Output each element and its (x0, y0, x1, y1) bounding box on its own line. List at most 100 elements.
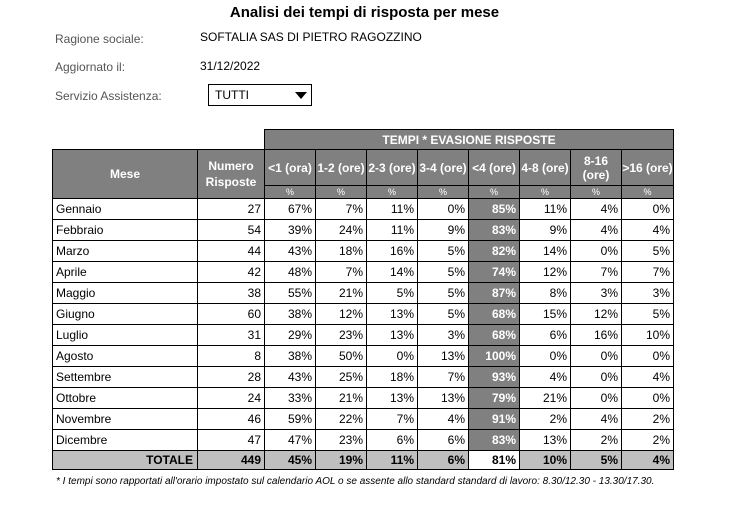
month-cell: Giugno (52, 303, 198, 325)
value-cell: 7% (570, 261, 622, 283)
value-cell: 11% (519, 198, 571, 220)
value-cell: 14% (366, 261, 418, 283)
table-row: Agosto 8 38% 50% 0% 13% 100% 0% 0% 0% (52, 345, 674, 367)
value-cell: 4% (519, 366, 571, 388)
month-cell: Settembre (52, 366, 198, 388)
value-cell: 8% (519, 282, 571, 304)
value-cell: 0% (621, 345, 674, 367)
value-cell: 12% (570, 303, 622, 325)
value-cell: 5% (621, 303, 674, 325)
value-cell: 3% (417, 324, 469, 346)
value-cell: 0% (621, 198, 674, 220)
value-cell: 2% (519, 408, 571, 430)
total-value: 6% (417, 450, 469, 470)
table-row: Maggio 38 55% 21% 5% 5% 87% 8% 3% 3% (52, 282, 674, 304)
value-cell: 4% (417, 408, 469, 430)
total-value: 81% (468, 450, 520, 470)
pct-symbol: % (468, 185, 520, 199)
value-cell: 91% (468, 408, 520, 430)
pct-symbol: % (366, 185, 418, 199)
value-cell: 13% (366, 387, 418, 409)
value-cell: 43% (264, 366, 316, 388)
count-cell: 54 (197, 219, 265, 241)
count-cell: 47 (197, 429, 265, 451)
table-row: Giugno 60 38% 12% 13% 5% 68% 15% 12% 5% (52, 303, 674, 325)
value-cell: 93% (468, 366, 520, 388)
table-row: Febbraio 54 39% 24% 11% 9% 83% 9% 4% 4% (52, 219, 674, 241)
total-value: 10% (519, 450, 571, 470)
value-cell: 0% (570, 240, 622, 262)
total-label: TOTALE (52, 450, 198, 470)
value-cell: 13% (417, 345, 469, 367)
value-cell: 74% (468, 261, 520, 283)
value-cell: 13% (417, 387, 469, 409)
value-cell: 0% (417, 198, 469, 220)
col-header: <4 (ore) (468, 149, 520, 186)
count-cell: 8 (197, 345, 265, 367)
value-cell: 6% (366, 429, 418, 451)
value-cell: 21% (315, 387, 367, 409)
value-cell: 5% (417, 240, 469, 262)
chevron-down-icon[interactable] (291, 85, 311, 105)
value-cell: 67% (264, 198, 316, 220)
value-cell: 9% (519, 219, 571, 241)
value-cell: 2% (621, 408, 674, 430)
value-cell: 13% (519, 429, 571, 451)
col-header-numero: Numero Risposte (197, 149, 265, 199)
count-cell: 42 (197, 261, 265, 283)
month-cell: Febbraio (52, 219, 198, 241)
col-header: 1-2 (ore) (315, 149, 367, 186)
servizio-select[interactable]: TUTTI (208, 84, 312, 106)
value-cell: 4% (570, 408, 622, 430)
value-cell: 7% (366, 408, 418, 430)
response-times-table: TEMPI * EVASIONE RISPOSTE Mese Numero Ri… (52, 129, 674, 470)
footnote: * I tempi sono rapportati all'orario imp… (56, 476, 655, 487)
table-row: Aprile 42 48% 7% 14% 5% 74% 12% 7% 7% (52, 261, 674, 283)
value-cell: 16% (570, 324, 622, 346)
value-cell: 38% (264, 303, 316, 325)
value-cell: 6% (519, 324, 571, 346)
page-title: Analisi dei tempi di risposta per mese (229, 4, 500, 21)
month-cell: Novembre (52, 408, 198, 430)
value-cell: 18% (315, 240, 367, 262)
value-cell: 0% (570, 387, 622, 409)
total-row: TOTALE 449 45% 19% 11% 6% 81% 10% 5% 4% (52, 450, 674, 470)
value-cell: 5% (417, 282, 469, 304)
pct-symbol: % (417, 185, 469, 199)
col-header: 2-3 (ore) (366, 149, 418, 186)
value-cell: 22% (315, 408, 367, 430)
table-row: Novembre 46 59% 22% 7% 4% 91% 2% 4% 2% (52, 408, 674, 430)
value-cell: 7% (621, 261, 674, 283)
count-cell: 38 (197, 282, 265, 304)
ragione-label: Ragione sociale: (55, 32, 144, 46)
pct-symbol: % (315, 185, 367, 199)
pct-symbol: % (264, 185, 316, 199)
value-cell: 87% (468, 282, 520, 304)
col-header: 3-4 (ore) (417, 149, 469, 186)
value-cell: 0% (570, 366, 622, 388)
value-cell: 16% (366, 240, 418, 262)
aggiornato-label: Aggiornato il: (55, 60, 126, 74)
month-cell: Aprile (52, 261, 198, 283)
value-cell: 24% (315, 219, 367, 241)
value-cell: 47% (264, 429, 316, 451)
value-cell: 7% (417, 366, 469, 388)
value-cell: 82% (468, 240, 520, 262)
value-cell: 13% (366, 324, 418, 346)
total-value: 5% (570, 450, 622, 470)
value-cell: 5% (417, 303, 469, 325)
month-cell: Marzo (52, 240, 198, 262)
value-cell: 0% (621, 387, 674, 409)
count-cell: 28 (197, 366, 265, 388)
value-cell: 5% (366, 282, 418, 304)
value-cell: 48% (264, 261, 316, 283)
servizio-label: Servizio Assistenza: (55, 89, 162, 103)
value-cell: 85% (468, 198, 520, 220)
month-cell: Agosto (52, 345, 198, 367)
count-cell: 44 (197, 240, 265, 262)
table-row: Marzo 44 43% 18% 16% 5% 82% 14% 0% 5% (52, 240, 674, 262)
value-cell: 43% (264, 240, 316, 262)
value-cell: 9% (417, 219, 469, 241)
value-cell: 79% (468, 387, 520, 409)
value-cell: 25% (315, 366, 367, 388)
